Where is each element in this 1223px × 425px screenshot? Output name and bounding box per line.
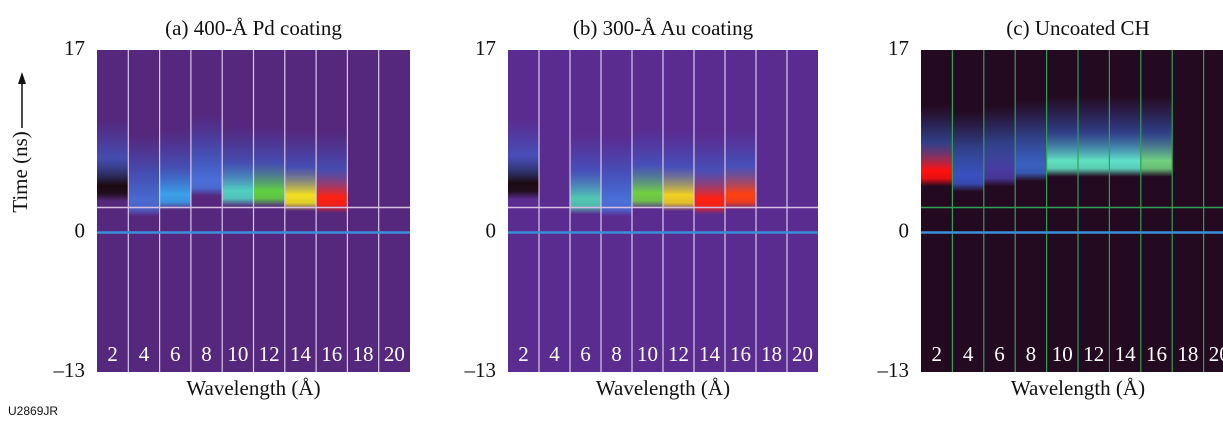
x-tick-label: 2 [518, 342, 529, 366]
figure-id: U2869JR [8, 404, 58, 418]
x-tick-label: 12 [668, 342, 689, 366]
x-tick-label: 10 [637, 342, 658, 366]
x-tick-label: 8 [1026, 342, 1037, 366]
emission-band [159, 129, 191, 210]
emission-band [97, 120, 129, 202]
chart-title: (c) Uncoated CH [1006, 16, 1149, 40]
emission-band [316, 132, 348, 214]
x-tick-label: 14 [699, 342, 721, 366]
emission-band [1109, 96, 1141, 177]
emission-band [1015, 100, 1047, 181]
x-tick-label: 14 [1115, 342, 1137, 366]
x-tick-label: 14 [290, 342, 312, 366]
y-tick-label: –13 [877, 358, 910, 382]
x-tick-label: 20 [792, 342, 813, 366]
chart-title: (b) 300-Å Au coating [573, 16, 754, 40]
y-tick-label: –13 [464, 358, 497, 382]
y-tick-label: 17 [888, 36, 909, 60]
x-tick-label: 4 [963, 342, 974, 366]
emission-band [663, 130, 694, 211]
emission-band [1140, 96, 1173, 177]
x-tick-label: 20 [384, 342, 405, 366]
x-tick-label: 4 [549, 342, 560, 366]
x-tick-label: 8 [201, 342, 212, 366]
y-tick-label: 0 [486, 218, 497, 242]
x-axis-label: Wavelength (Å) [596, 376, 730, 400]
x-tick-label: 6 [994, 342, 1005, 366]
emission-band [128, 135, 160, 217]
x-tick-label: 20 [1209, 342, 1223, 366]
x-tick-label: 16 [1146, 342, 1167, 366]
x-tick-label: 8 [611, 342, 622, 366]
emission-band [983, 105, 1016, 187]
emission-band [601, 135, 632, 217]
x-tick-label: 4 [139, 342, 150, 366]
y-tick-label: 0 [75, 218, 86, 242]
emission-band [1046, 96, 1078, 177]
emission-band [1078, 96, 1110, 177]
y-tick-label: 17 [475, 36, 496, 60]
emission-band [952, 111, 984, 192]
emission-band [190, 115, 223, 196]
x-tick-label: 18 [1177, 342, 1198, 366]
x-tick-label: 10 [227, 342, 248, 366]
emission-band [508, 118, 539, 200]
x-tick-label: 16 [730, 342, 751, 366]
y-axis-label: Time (ns) [8, 131, 32, 213]
x-tick-label: 10 [1052, 342, 1073, 366]
x-tick-label: 12 [1083, 342, 1104, 366]
x-tick-label: 6 [170, 342, 181, 366]
y-tick-label: –13 [53, 358, 86, 382]
chart-title: (a) 400-Å Pd coating [165, 16, 342, 40]
emission-band [284, 130, 317, 211]
emission-band [694, 133, 725, 215]
x-axis-label: Wavelength (Å) [186, 376, 320, 400]
x-tick-label: 18 [761, 342, 782, 366]
emission-band [725, 129, 756, 210]
x-tick-label: 2 [931, 342, 942, 366]
x-tick-label: 6 [580, 342, 591, 366]
x-tick-label: 2 [107, 342, 118, 366]
x-tick-label: 16 [321, 342, 342, 366]
y-tick-label: 17 [64, 36, 85, 60]
y-tick-label: 0 [899, 218, 910, 242]
emission-band [570, 133, 601, 215]
x-axis-label: Wavelength (Å) [1011, 376, 1145, 400]
axis-arrow-head [18, 72, 26, 84]
x-tick-label: 18 [353, 342, 374, 366]
emission-band [222, 126, 254, 207]
emission-band [921, 105, 953, 187]
x-tick-label: 12 [259, 342, 280, 366]
emission-band [253, 126, 285, 207]
emission-band [632, 128, 663, 209]
